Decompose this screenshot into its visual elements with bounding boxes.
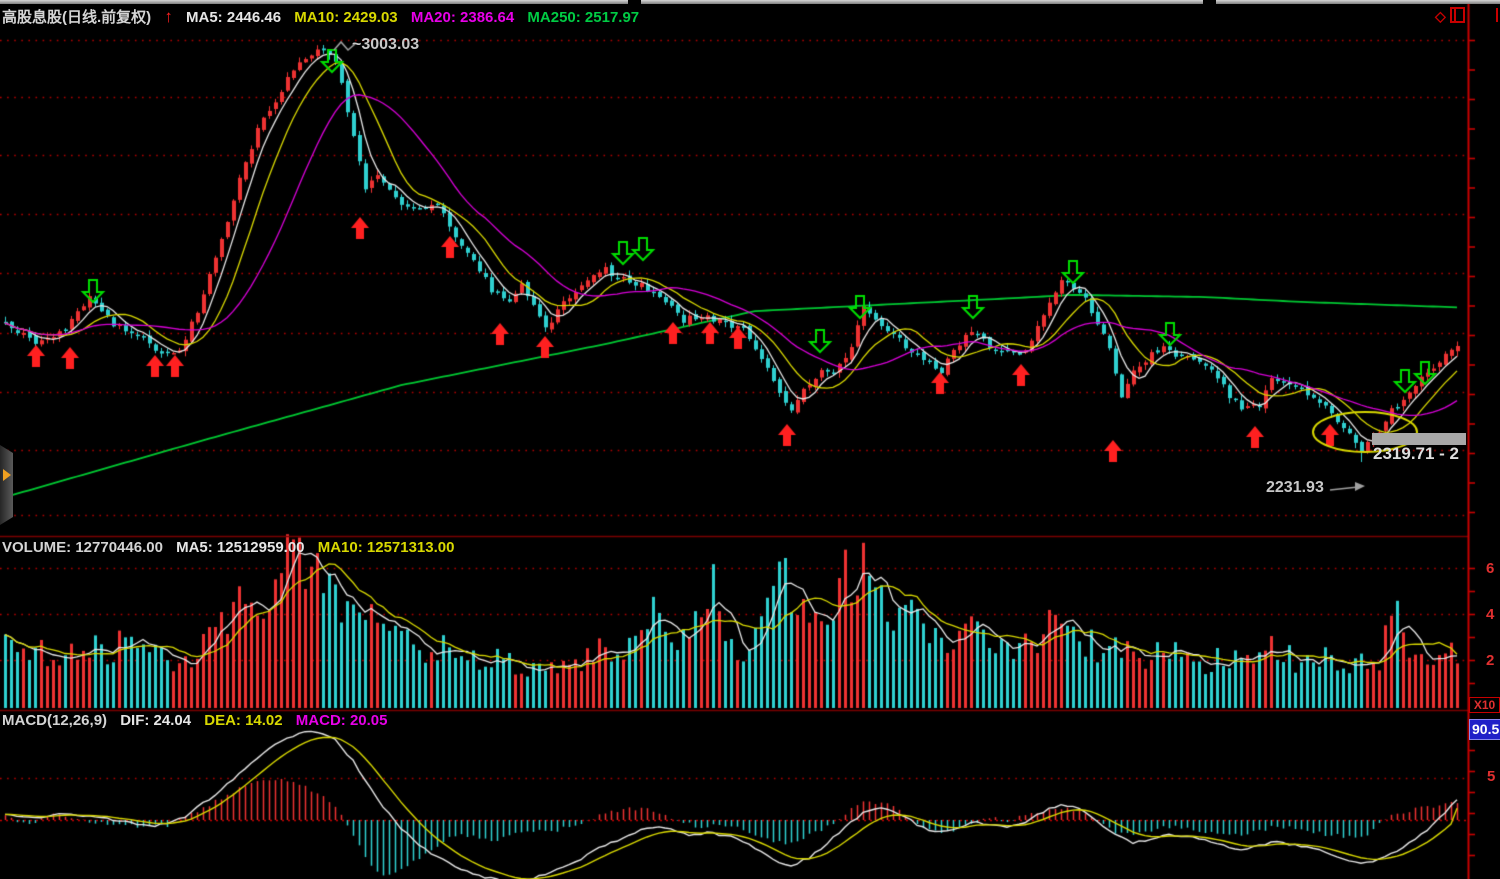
low-price-label: 2231.93 bbox=[1266, 479, 1324, 496]
price-range-tooltip: 2319.71 - 2 bbox=[1373, 444, 1460, 463]
volume-axis-label-6: 6 bbox=[1486, 560, 1495, 577]
page-title: 高股息股(日线.前复权) bbox=[2, 9, 152, 26]
ma250-value: MA250: 2517.97 bbox=[527, 9, 640, 26]
macd-value: MACD: 20.05 bbox=[295, 712, 388, 729]
dif-value: DIF: 24.04 bbox=[120, 712, 192, 729]
ma5-value: MA5: 2446.46 bbox=[186, 9, 282, 26]
window-layout-icon[interactable] bbox=[1450, 7, 1465, 23]
diamond-icon[interactable]: ◇ bbox=[1435, 8, 1446, 24]
volume-panel-header: VOLUME: 12770446.00 MA5: 12512959.00 MA1… bbox=[2, 539, 463, 556]
dea-value: DEA: 14.02 bbox=[204, 712, 283, 729]
volume-ma5-value: MA5: 12512959.00 bbox=[176, 539, 305, 556]
expand-arrow-icon bbox=[3, 469, 11, 481]
peak-price-label: ~3003.03 bbox=[352, 36, 420, 53]
up-arrow-icon: ↑ bbox=[164, 7, 173, 26]
volume-value: VOLUME: 12770446.00 bbox=[2, 539, 163, 556]
price-panel-header: 高股息股(日线.前复权) ↑ MA5: 2446.46 MA10: 2429.0… bbox=[2, 6, 648, 27]
volume-axis-label-2: 2 bbox=[1486, 652, 1495, 669]
strip-gap bbox=[628, 0, 641, 4]
macd-axis-label-50: 5 bbox=[1487, 768, 1496, 785]
macd-panel-header: MACD(12,26,9) DIF: 24.04 DEA: 14.02 MACD… bbox=[2, 712, 397, 729]
volume-ma10-value: MA10: 12571313.00 bbox=[317, 539, 455, 556]
price-range-bar bbox=[1372, 433, 1466, 445]
ma20-value: MA20: 2386.64 bbox=[410, 9, 515, 26]
ma10-value: MA10: 2429.03 bbox=[294, 9, 398, 26]
macd-title: MACD(12,26,9) bbox=[2, 712, 108, 729]
window-edge-mark bbox=[1496, 8, 1498, 22]
sidebar-expand-handle[interactable] bbox=[0, 445, 13, 525]
window-layout-icon-bar bbox=[1454, 9, 1456, 21]
macd-scale-badge: 90.5 bbox=[1469, 719, 1500, 740]
volume-unit-label: X10 bbox=[1469, 697, 1500, 713]
top-scroll-strip[interactable] bbox=[0, 0, 1500, 4]
strip-gap bbox=[1203, 0, 1216, 4]
volume-axis-label-4: 4 bbox=[1486, 606, 1495, 623]
